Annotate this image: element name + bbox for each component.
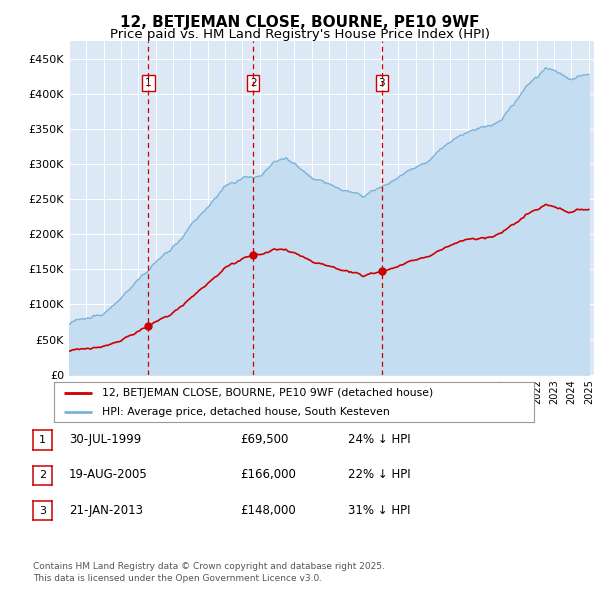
- Text: 24% ↓ HPI: 24% ↓ HPI: [348, 433, 410, 446]
- Text: £69,500: £69,500: [240, 433, 289, 446]
- Text: 21-JAN-2013: 21-JAN-2013: [69, 504, 143, 517]
- Text: 19-AUG-2005: 19-AUG-2005: [69, 468, 148, 481]
- Text: Contains HM Land Registry data © Crown copyright and database right 2025.
This d: Contains HM Land Registry data © Crown c…: [33, 562, 385, 583]
- Text: £166,000: £166,000: [240, 468, 296, 481]
- Text: 12, BETJEMAN CLOSE, BOURNE, PE10 9WF (detached house): 12, BETJEMAN CLOSE, BOURNE, PE10 9WF (de…: [102, 388, 433, 398]
- Text: Price paid vs. HM Land Registry's House Price Index (HPI): Price paid vs. HM Land Registry's House …: [110, 28, 490, 41]
- Text: 22% ↓ HPI: 22% ↓ HPI: [348, 468, 410, 481]
- Text: 2: 2: [39, 470, 46, 480]
- Text: 30-JUL-1999: 30-JUL-1999: [69, 433, 141, 446]
- Text: 3: 3: [379, 78, 385, 88]
- Text: 3: 3: [39, 506, 46, 516]
- Text: 1: 1: [39, 435, 46, 445]
- Text: 2: 2: [250, 78, 256, 88]
- Text: HPI: Average price, detached house, South Kesteven: HPI: Average price, detached house, Sout…: [102, 407, 390, 417]
- Text: 12, BETJEMAN CLOSE, BOURNE, PE10 9WF: 12, BETJEMAN CLOSE, BOURNE, PE10 9WF: [120, 15, 480, 30]
- Text: 31% ↓ HPI: 31% ↓ HPI: [348, 504, 410, 517]
- Text: 1: 1: [145, 78, 152, 88]
- Text: £148,000: £148,000: [240, 504, 296, 517]
